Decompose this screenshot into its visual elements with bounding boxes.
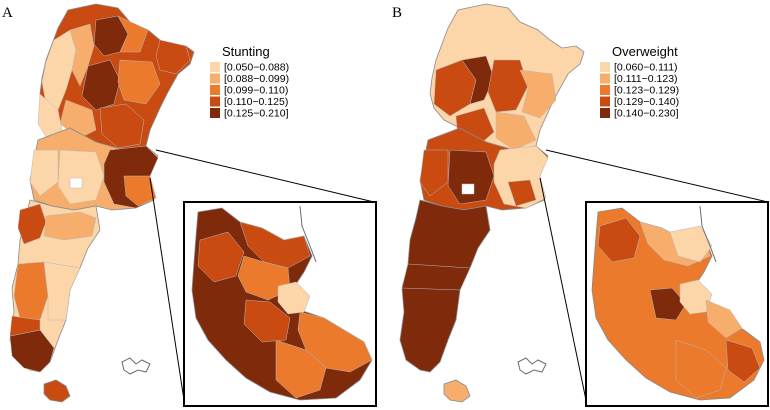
- panel-b-region-mendoza: [419, 149, 449, 197]
- legend-label: [0.060−0.111): [614, 62, 678, 74]
- panel-a-inset-mid: [243, 299, 291, 343]
- panel-a-no-data: [69, 177, 83, 189]
- panel-a-region-neuquen: [17, 203, 47, 245]
- panel-b-inset-center: [649, 287, 687, 321]
- legend-swatch: [210, 73, 220, 84]
- legend-swatch: [210, 62, 220, 72]
- panel-b-region-buenosaires-dark: [507, 179, 537, 207]
- panel-a-letter: A: [2, 5, 13, 21]
- panel-b-inset-northwest: [597, 217, 641, 263]
- panel-a-region-corrientes: [117, 59, 161, 105]
- panel-a-inset-south: [275, 339, 327, 399]
- legend-swatch: [210, 85, 220, 95]
- panel-b-region-santafe: [495, 111, 537, 151]
- legend-label: [0.088−0.099): [224, 73, 289, 85]
- panel-b-connector-bottom: [539, 177, 587, 401]
- panel-a-region-rionegro: [43, 211, 97, 241]
- panel-b-inset-south: [675, 339, 727, 399]
- panel-b-islands: [517, 357, 547, 375]
- legend-swatch: [600, 73, 610, 84]
- panel-b-legend-title: Overweight: [612, 44, 678, 59]
- panel-b-inset-northeast: [669, 225, 713, 263]
- legend-label: [0.050−0.088): [224, 62, 289, 74]
- legend-label: [0.111−0.123): [614, 73, 678, 85]
- panel-b-region-lapampa: [447, 149, 495, 205]
- panel-a: A: [2, 3, 377, 407]
- legend-swatch: [600, 96, 610, 107]
- panel-b-no-data: [461, 183, 475, 195]
- legend-swatch: [600, 108, 610, 118]
- legend-label: [0.123−0.129): [614, 85, 679, 97]
- panel-a-inset-northwest: [197, 231, 245, 283]
- panel-a-connector-top: [155, 149, 375, 203]
- panel-a-connector-bottom: [149, 177, 185, 401]
- panel-a-islands: [121, 357, 151, 375]
- panel-b-region-patagonia-div1: [401, 263, 471, 291]
- panel-a-region-santacruz: [9, 329, 55, 373]
- panel-b-inset-metro: [679, 279, 713, 315]
- panel-a-inset-metro: [277, 281, 311, 315]
- panel-a-inset: [183, 201, 377, 407]
- legend-swatch: [210, 96, 220, 107]
- legend-label: [0.125−0.210]: [224, 108, 289, 120]
- panel-b: B: [392, 3, 769, 407]
- legend-swatch: [600, 62, 610, 72]
- panel-a-region-santacruz-mid: [9, 315, 41, 337]
- panel-a-region-mendoza: [29, 149, 59, 197]
- panel-a-legend: Stunting [0.050−0.088)[0.088−0.099)[0.09…: [210, 44, 289, 120]
- panel-b-connector-top: [545, 149, 769, 203]
- panel-b-region-corrientes: [519, 69, 557, 119]
- panel-b-legend: Overweight [0.060−0.111)[0.111−0.123)[0.…: [600, 44, 679, 120]
- legend-label: [0.129−0.140): [614, 96, 679, 108]
- panel-a-region-santiago: [81, 59, 121, 111]
- legend-swatch: [600, 85, 610, 95]
- panel-a-region-misiones: [155, 39, 191, 75]
- panel-b-letter: B: [392, 5, 402, 21]
- panel-a-country-map: [9, 3, 195, 403]
- panel-b-inset: [585, 201, 769, 407]
- panel-b-region-chaco: [487, 59, 529, 113]
- panel-a-legend-title: Stunting: [222, 44, 270, 59]
- panel-a-region-tierradelfuego: [43, 379, 71, 403]
- panel-b-region-buenosaires: [493, 145, 549, 209]
- panel-b-region-tierradelfuego: [443, 379, 471, 403]
- legend-swatch: [210, 108, 220, 118]
- panel-b-inset-east: [705, 299, 743, 339]
- legend-label: [0.110−0.125): [224, 96, 288, 108]
- panel-a-region-chubut-w: [13, 261, 49, 321]
- panel-b-inset-southeast: [725, 339, 761, 383]
- panel-a-region-northwest-mid: [69, 23, 95, 87]
- legend-label: [0.140−0.230]: [614, 108, 679, 120]
- panel-a-region-formosa: [117, 15, 149, 53]
- panel-b-region-tucuman: [461, 55, 495, 105]
- legend-label: [0.099−0.110): [224, 85, 288, 97]
- panel-a-region-chubut-e: [43, 261, 81, 321]
- panel-a-region-santafe: [99, 103, 145, 149]
- panel-b-inset-river: [699, 205, 717, 263]
- panel-a-inset-south-east: [297, 311, 373, 373]
- panel-b-country-map: [399, 3, 585, 403]
- panel-a-inset-river: [299, 205, 317, 263]
- panel-a-region-lapampa: [57, 149, 105, 205]
- panel-a-region-buenosaires-orange: [123, 175, 157, 207]
- panel-a-inset-north: [239, 221, 311, 269]
